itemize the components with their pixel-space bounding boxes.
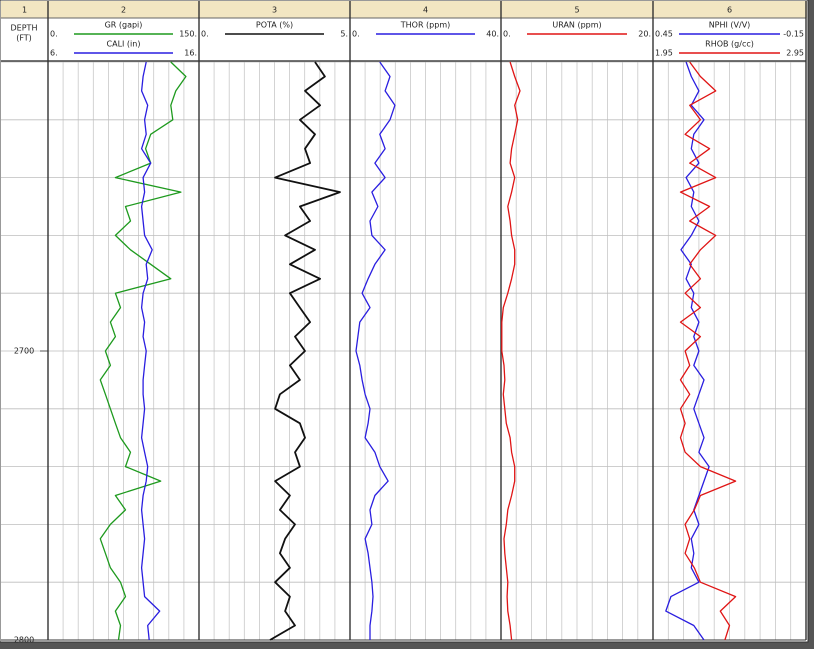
scale-right: 16. [184, 49, 197, 58]
scale-right: 2.95 [786, 49, 804, 58]
curve-name: GR (gapi) [105, 21, 143, 30]
curve [501, 61, 521, 641]
scale-right: -0.15 [783, 30, 804, 39]
curve [269, 61, 341, 641]
track-number: 5 [574, 6, 579, 15]
track-number: 2 [121, 6, 126, 15]
curve [140, 61, 161, 641]
scale-left: 0. [201, 30, 209, 39]
curve [99, 61, 187, 641]
track-number: 4 [423, 6, 428, 15]
scale-right: 40. [486, 30, 499, 39]
scale-left: 6. [50, 49, 58, 58]
curve-name: POTA (%) [256, 21, 293, 30]
track-number: 3 [272, 6, 277, 15]
curve-name: THOR (ppm) [400, 21, 451, 30]
track-number: 1 [22, 6, 27, 15]
scale-left: 0. [352, 30, 360, 39]
curve [355, 61, 396, 640]
scale-left: 0. [50, 30, 58, 39]
scale-right: 20. [638, 30, 651, 39]
scale-left: 1.95 [655, 49, 673, 58]
depth-tick-label: 2700 [14, 347, 34, 356]
header-band [1, 1, 807, 18]
curve-name: RHOB (g/cc) [705, 40, 754, 49]
curve-name: CALI (in) [107, 40, 141, 49]
curve-name: NPHI (V/V) [709, 21, 751, 30]
curve [679, 61, 737, 641]
scale-left: 0. [503, 30, 511, 39]
scale-right: 150. [179, 30, 197, 39]
depth-unit: (FT) [16, 34, 32, 43]
depth-header: DEPTH [11, 24, 38, 33]
scale-left: 0.45 [655, 30, 673, 39]
scale-right: 5. [340, 30, 348, 39]
curve-name: URAN (ppm) [552, 21, 601, 30]
track-number: 6 [727, 6, 732, 15]
